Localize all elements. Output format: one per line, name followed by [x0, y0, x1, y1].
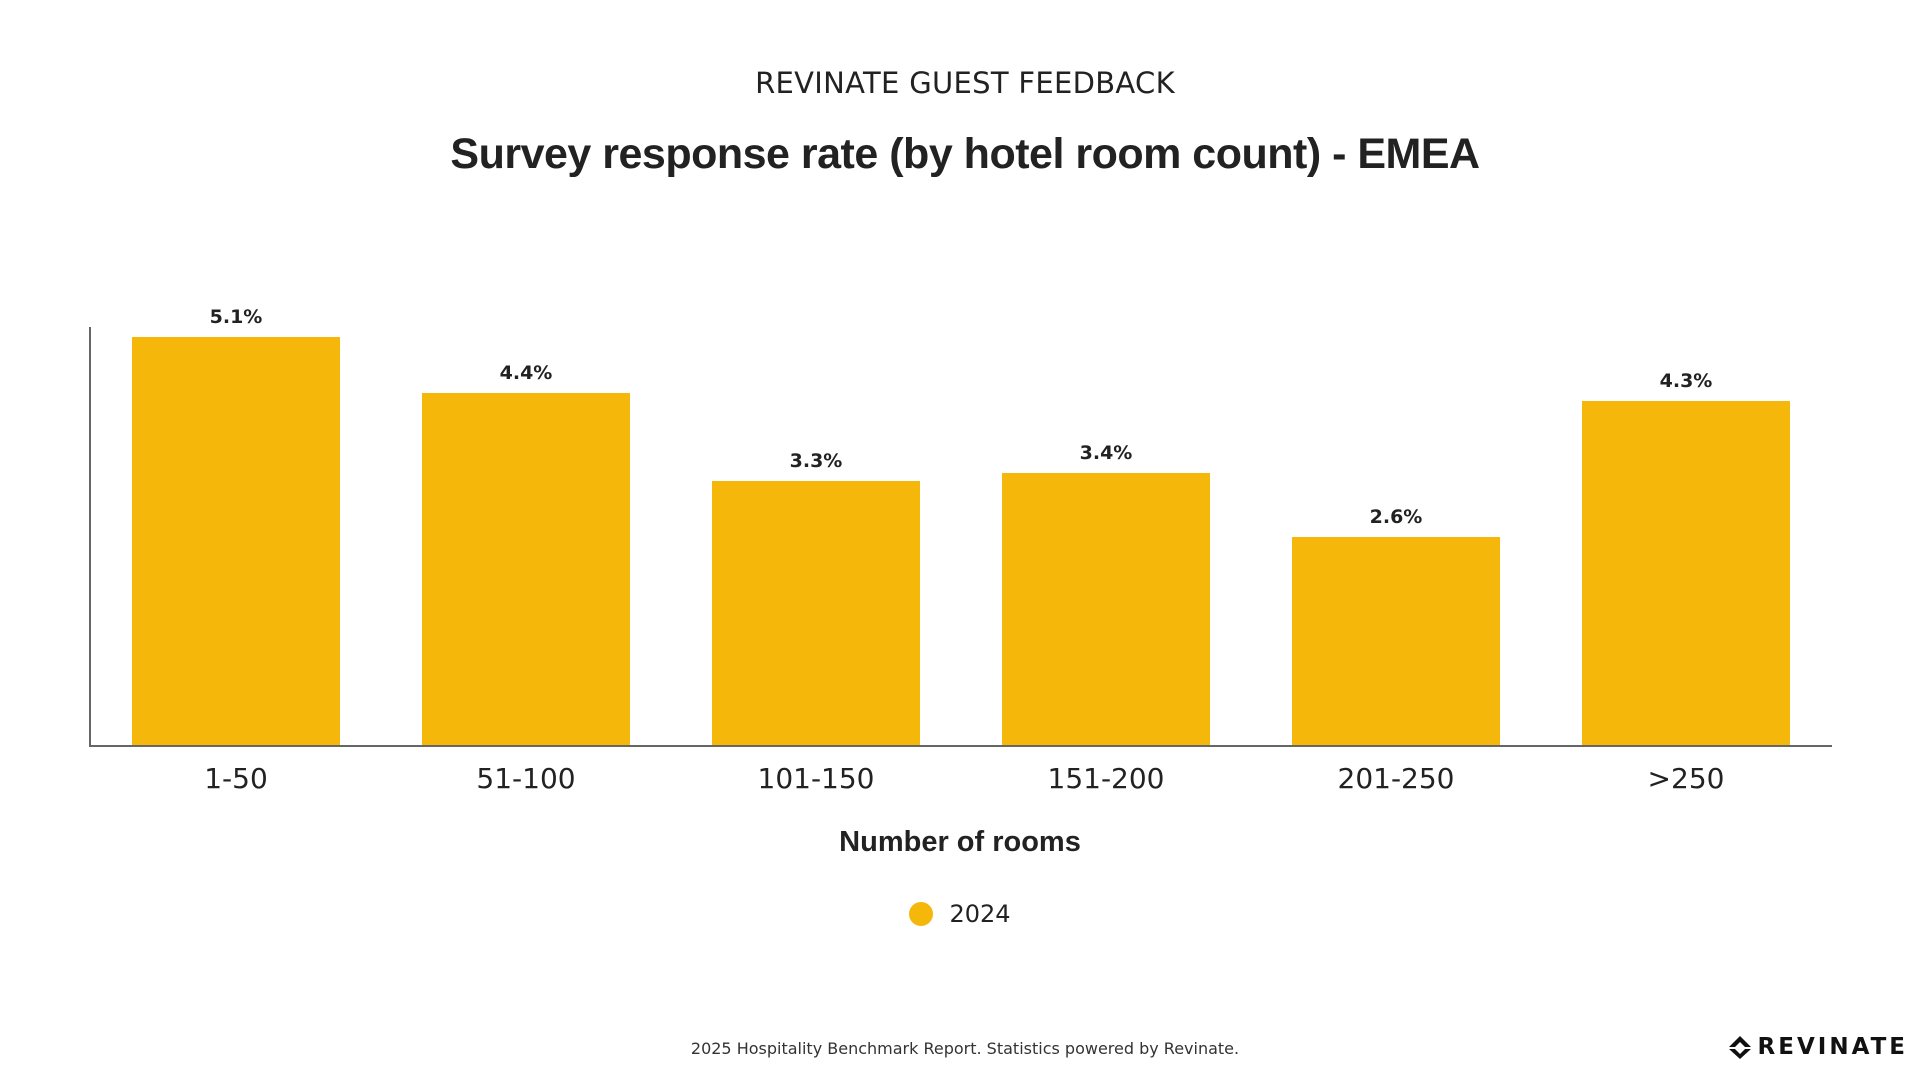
revinate-logo-icon	[1728, 1036, 1751, 1059]
x-tick-label-5: 201-250	[1338, 762, 1455, 795]
bar-value-label-3: 3.3%	[790, 450, 843, 472]
x-axis-title: Number of rooms	[839, 826, 1081, 858]
x-tick-label-3: 101-150	[758, 762, 875, 795]
bar-1	[132, 337, 340, 745]
chart-title: Survey response rate (by hotel room coun…	[450, 130, 1480, 178]
legend: 2024	[0, 900, 1920, 928]
x-tick-label-1: 1-50	[204, 762, 268, 795]
x-tick-label-6: >250	[1648, 762, 1725, 795]
x-tick-labels-layer: 1-50 51-100 101-150 151-200 201-250 >250	[204, 762, 1724, 795]
bar-2	[422, 393, 630, 745]
legend-label-2024: 2024	[949, 900, 1011, 928]
bar-6	[1582, 401, 1790, 745]
bar-value-label-6: 4.3%	[1660, 370, 1713, 392]
x-tick-label-4: 151-200	[1048, 762, 1165, 795]
x-tick-label-2: 51-100	[476, 762, 575, 795]
value-labels-layer: 5.1% 4.4% 3.3% 3.4% 2.6% 4.3%	[210, 306, 1713, 528]
legend-swatch-2024	[909, 902, 934, 926]
revinate-logo-text: REVINATE	[1757, 1034, 1908, 1060]
bar-4	[1002, 473, 1210, 745]
bars-layer	[132, 337, 1790, 745]
bar-5	[1292, 537, 1500, 745]
bar-value-label-5: 2.6%	[1370, 506, 1423, 528]
bar-value-label-4: 3.4%	[1080, 442, 1133, 464]
revinate-logo: REVINATE	[1728, 1034, 1908, 1060]
bar-chart: 5.1% 4.4% 3.3% 3.4% 2.6% 4.3% 1-50 51-100 101-1…	[89, 306, 1832, 795]
bar-value-label-2: 4.4%	[500, 362, 553, 384]
footer-note: 2025 Hospitality Benchmark Report. Stati…	[690, 1039, 1240, 1058]
chart-supertitle: REVINATE GUEST FEEDBACK	[755, 66, 1175, 100]
bar-value-label-1: 5.1%	[210, 306, 263, 328]
bar-3	[712, 481, 920, 745]
